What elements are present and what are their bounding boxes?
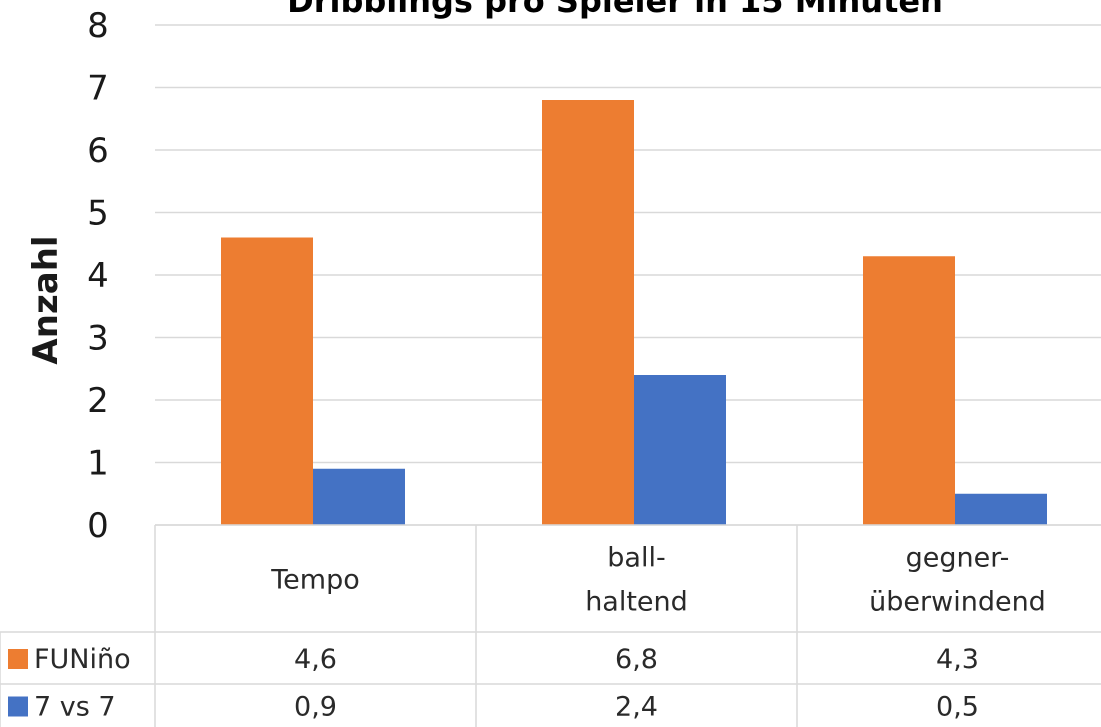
bar-7vs7-3 <box>955 493 1047 525</box>
legend-label: FUNiño <box>34 644 131 675</box>
category-label: gegner- <box>906 543 1010 574</box>
y-tick-label: 5 <box>87 194 109 234</box>
category-label: haltend <box>585 587 688 618</box>
y-tick-label: 8 <box>87 6 109 46</box>
legend-swatch <box>8 696 28 717</box>
category-label: Tempo <box>270 565 359 596</box>
y-tick-labels: 0 1 2 3 4 5 6 7 8 <box>87 6 109 546</box>
bar-funino-2 <box>542 100 634 525</box>
y-tick-label: 3 <box>87 319 109 359</box>
y-tick-label: 2 <box>87 381 109 421</box>
table-cell-value: 6,8 <box>615 644 658 675</box>
chart-title: Dribblings pro Spieler in 15 Minuten <box>287 0 943 20</box>
legend-swatch <box>8 649 28 669</box>
data-table: Tempo ball-haltend gegner-überwindend FUNiñ… <box>0 524 1101 727</box>
table-cell-value: 0,5 <box>936 692 979 723</box>
y-axis-label: Anzahl <box>26 235 66 364</box>
bar-7vs7-1 <box>313 468 405 525</box>
table-cell-value: 4,6 <box>294 644 337 675</box>
y-tick-label: 7 <box>87 69 109 109</box>
y-tick-label: 1 <box>87 444 109 484</box>
bar-funino-3 <box>863 256 955 525</box>
table-cell-value: 2,4 <box>615 692 658 723</box>
bar-7vs7-2 <box>634 375 726 525</box>
category-label: ball- <box>607 543 665 574</box>
y-tick-label: 4 <box>87 256 109 296</box>
table-cell-value: 4,3 <box>936 644 979 675</box>
legend-label: 7 vs 7 <box>34 692 116 723</box>
y-tick-label: 0 <box>87 506 109 546</box>
table-cell-value: 0,9 <box>294 692 337 723</box>
bar-funino-1 <box>221 237 313 525</box>
grid-lines <box>155 24 1101 526</box>
category-label: überwindend <box>869 587 1046 618</box>
bars <box>221 100 1047 525</box>
y-tick-label: 6 <box>87 131 109 171</box>
